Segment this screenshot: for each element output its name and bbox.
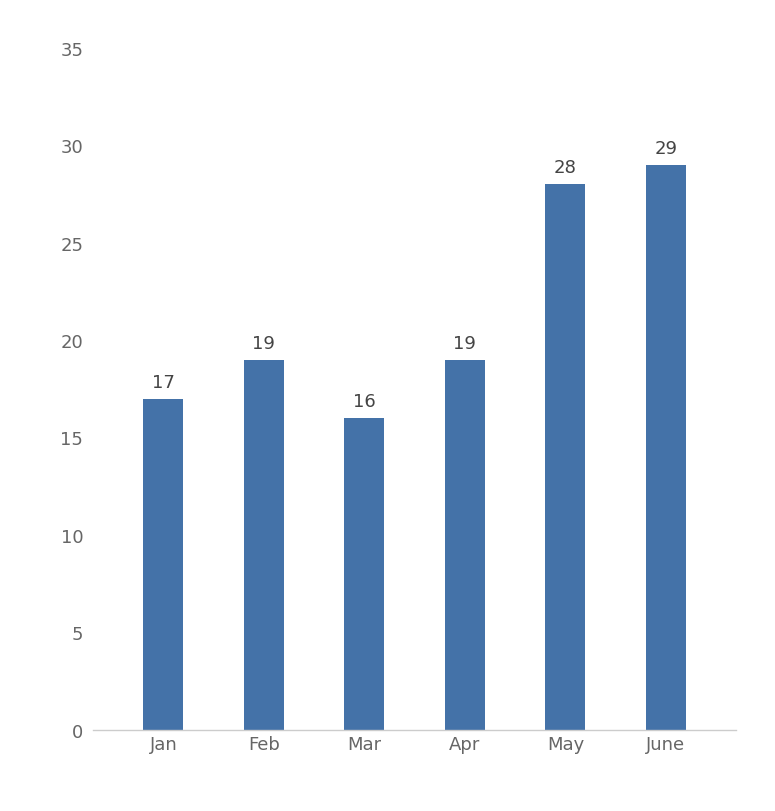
Text: 19: 19	[253, 334, 275, 352]
Bar	[546, 185, 585, 730]
Text: 16: 16	[353, 393, 376, 410]
Bar	[344, 418, 384, 730]
Text: 28: 28	[554, 159, 577, 177]
Bar	[445, 360, 485, 730]
Bar	[143, 399, 184, 730]
Text: 19: 19	[453, 334, 477, 352]
Bar	[646, 165, 686, 730]
Bar	[244, 360, 284, 730]
Text: 29: 29	[654, 139, 677, 157]
Text: 17: 17	[152, 373, 175, 391]
